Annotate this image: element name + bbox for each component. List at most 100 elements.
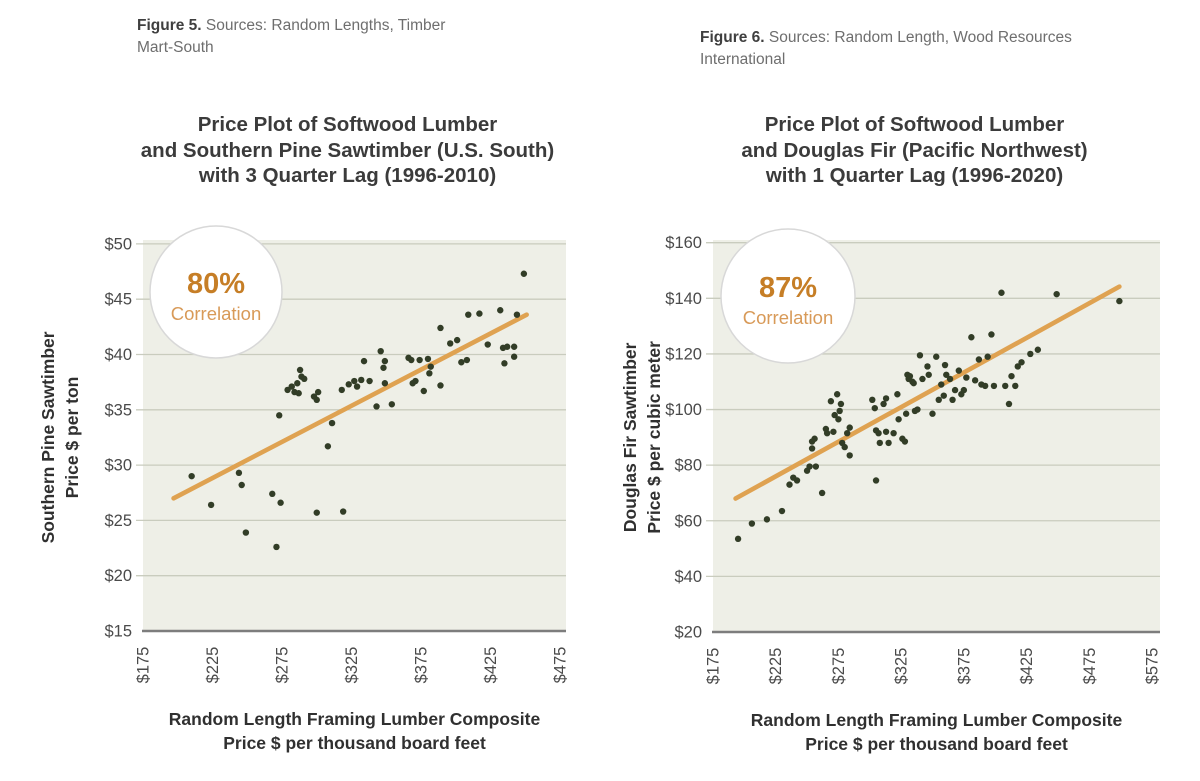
scatter-point [941, 361, 949, 369]
scatter-point [831, 411, 838, 419]
scatter-point [998, 289, 1005, 296]
figure-5-scatter-chart: 80% Correlation $50 $45 $40 $35 $30 $25 $20 $15$1… [38, 225, 570, 753]
scatter-point [465, 311, 472, 318]
scatter-point [497, 307, 504, 314]
chart-title-line: Price Plot of Softwood Lumber [197, 113, 498, 136]
scatter-point [313, 396, 320, 404]
chart-title-line: Price Plot of Softwood Lumber [764, 113, 1065, 136]
scatter-point [437, 324, 444, 332]
scatter-point [808, 445, 816, 452]
scatter-point [835, 416, 842, 423]
x-tick-label: $275 [830, 648, 848, 685]
scatter-point [763, 516, 771, 523]
scatter-point [328, 419, 336, 427]
scatter-point [837, 400, 845, 408]
chart-title-line: with 1 Quarter Lag (1996-2020) [765, 164, 1064, 187]
x-tick-label: $225 [204, 647, 222, 684]
scatter-point [381, 357, 389, 365]
scatter-point [301, 375, 308, 383]
scatter-point [988, 331, 995, 338]
y-tick-label: $40 [674, 568, 702, 586]
scatter-point [276, 412, 283, 419]
x-axis-title: Price $ per thousand board feet [805, 734, 1068, 754]
scatter-point [786, 481, 793, 488]
correlation-value: 80% [187, 268, 245, 300]
correlation-value: 87% [759, 272, 817, 304]
scatter-point [510, 343, 518, 350]
scatter-point [295, 390, 302, 397]
figure-5-caption-text-line1: Sources: Random Lengths, Timber [205, 17, 446, 34]
y-tick-label: $120 [665, 345, 702, 363]
scatter-point [925, 371, 932, 378]
scatter-point [875, 429, 882, 437]
scatter-point [818, 489, 826, 497]
scatter-point [844, 429, 851, 437]
scatter-point [778, 507, 786, 515]
scatter-point [894, 391, 901, 398]
scatter-point [288, 383, 295, 390]
scatter-point [975, 356, 983, 363]
scatter-point [424, 355, 432, 363]
y-tick-label: $30 [104, 457, 132, 475]
correlation-badge-circle [149, 225, 283, 359]
scatter-point [1014, 363, 1021, 370]
scatter-point [1002, 382, 1009, 390]
scatter-point [968, 334, 975, 341]
scatter-point [827, 398, 835, 405]
scatter-point [846, 424, 853, 431]
y-tick-label: $80 [674, 457, 702, 475]
scatter-point [734, 535, 742, 543]
scatter-point [242, 529, 250, 536]
scatter-point [960, 386, 968, 394]
figure-5-caption-label: Figure 5. [137, 17, 202, 34]
scatter-point [345, 381, 352, 388]
scatter-point [990, 382, 998, 390]
scatter-point [830, 428, 837, 435]
scatter-point [871, 404, 878, 412]
figure-6-caption-label: Figure 6. [700, 29, 765, 46]
scatter-point [294, 380, 301, 387]
scatter-point [823, 429, 831, 437]
scatter-point [238, 481, 245, 489]
chart-title-line: with 3 Quarter Lag (1996-2010) [198, 164, 497, 187]
scatter-point [951, 386, 959, 394]
scatter-points [734, 289, 1123, 543]
figure-6-caption-text-line2: International [700, 50, 786, 68]
scatter-point [353, 383, 361, 390]
y-tick-label: $140 [665, 290, 702, 308]
x-axis-title: Random Length Framing Lumber Composite [169, 709, 541, 729]
y-tick-label: $40 [104, 346, 132, 364]
x-axis-title: Random Length Framing Lumber Composite [751, 710, 1123, 730]
correlation-badge-circle [720, 228, 856, 364]
scatter-point [869, 396, 876, 404]
x-tick-label: $425 [482, 647, 500, 684]
x-tick-label: $425 [1018, 648, 1036, 685]
scatter-point [955, 367, 963, 374]
scatter-point [882, 428, 890, 435]
y-tick-label: $100 [665, 401, 702, 419]
scatter-point [793, 477, 801, 484]
x-tick-label: $225 [767, 648, 785, 685]
scatter-point [351, 377, 358, 385]
scatter-point [188, 472, 195, 480]
x-tick-label: $375 [413, 647, 431, 684]
scatter-point [501, 360, 508, 367]
scatter-point [872, 477, 880, 484]
x-tick-label: $175 [135, 647, 153, 684]
scatter-point [513, 311, 521, 318]
scatter-point [484, 341, 491, 348]
y-tick-label: $25 [104, 512, 132, 530]
scatter-point [358, 376, 365, 384]
x-tick-label: $475 [1081, 648, 1099, 685]
figure-5-caption-text-line2: Mart-South [137, 38, 214, 56]
scatter-point [938, 381, 945, 388]
y-tick-label: $20 [674, 624, 702, 642]
scatter-point [963, 374, 970, 381]
x-tick-label: $325 [343, 647, 361, 684]
y-axis-title: Price $ per cubic meter [644, 341, 664, 534]
scatter-point [880, 400, 887, 408]
chart-title-line: and Southern Pine Sawtimber (U.S. South) [140, 138, 555, 162]
scatter-point [426, 370, 433, 377]
x-tick-label: $325 [893, 648, 911, 685]
scatter-point [453, 336, 461, 344]
